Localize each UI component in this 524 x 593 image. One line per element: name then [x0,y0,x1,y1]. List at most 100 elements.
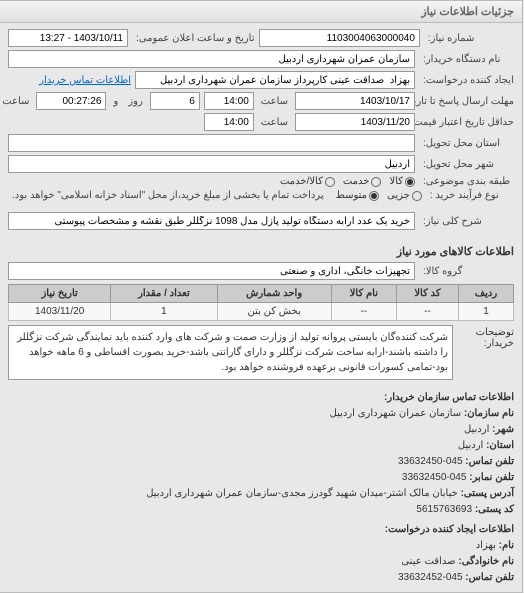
need-number-label: شماره نیاز: [425,33,515,44]
group-label: گروه کالا: [420,266,515,277]
prov-lbl: استان: [487,440,515,451]
countdown-input [37,92,107,110]
radio-minor-label: جزیی [388,190,411,201]
time-label-1: ساعت [259,96,292,107]
radio-medium[interactable]: متوسط [337,190,380,201]
row-delivery-prov: استان محل تحویل: [9,134,515,152]
goods-section-title: اطلاعات کالاهای مورد نیاز [1,239,523,262]
radio-kala[interactable]: کالا [390,176,416,187]
th-unit: واحد شمارش [218,285,332,303]
cell-date: 1403/11/20 [10,303,112,321]
city-lbl: شهر: [493,424,515,435]
radio-medium-label: متوسط [337,190,368,201]
buyer-contact-block: اطلاعات تماس سازمان خریدار: نام سازمان: … [1,384,523,592]
cell-row: 1 [459,303,514,321]
delivery-prov-label: استان محل تحویل: [420,138,515,149]
process-note: پرداخت تمام یا بخشی از مبلغ خرید،از محل … [9,190,325,201]
remaining-label: ساعت باقی مانده [0,96,33,107]
need-title-input[interactable] [9,212,416,230]
ctel-lbl: تلفن تماس: [466,572,515,583]
radio-khedmat[interactable]: خدمت [344,176,383,187]
row-process: نوع فرآیند خرید : جزیی متوسط پرداخت تمام… [9,190,515,201]
and-label: و [111,96,122,107]
cell-name: -- [332,303,397,321]
cell-code: -- [398,303,460,321]
row-validity: حداقل تاریخ اعتبار قیمت: تا تاریخ: ساعت [9,113,515,131]
announce-input[interactable] [9,29,129,47]
th-name: نام کالا [332,285,397,303]
post-lbl: کد پستی: [476,504,515,515]
radio-bullet-icon [372,177,382,187]
device-name-input[interactable] [9,50,416,68]
subject-label: طبقه بندی موضوعی: [420,176,515,187]
deadline-date-input[interactable] [296,92,416,110]
post-val: 5615763693 [417,504,473,515]
table-header-row: ردیف کد کالا نام کالا واحد شمارش تعداد /… [10,285,515,303]
deadline-time-input[interactable] [205,92,255,110]
th-code: کد کالا [398,285,460,303]
row-delivery-city: شهر محل تحویل: [9,155,515,173]
form-area: شماره نیاز: تاریخ و ساعت اعلان عمومی: نا… [1,23,523,239]
lname-val: صداقت عینی [402,556,456,567]
days-input[interactable] [151,92,201,110]
delivery-city-label: شهر محل تحویل: [420,159,515,170]
need-details-panel: جزئیات اطلاعات نیاز شماره نیاز: تاریخ و … [0,0,524,593]
validity-label: حداقل تاریخ اعتبار قیمت: تا تاریخ: [420,117,515,128]
org-name: سازمان عمران شهرداری اردبیل [331,408,463,419]
announce-label: تاریخ و ساعت اعلان عمومی: [133,33,256,44]
fname-val: بهزاد [477,540,497,551]
th-date: تاریخ نیاز [10,285,112,303]
row-deadline: مهلت ارسال پاسخ تا تاریخ: ساعت روز و ساع… [9,92,515,110]
row-need-number: شماره نیاز: تاریخ و ساعت اعلان عمومی: [9,29,515,47]
row-requester: ایجاد کننده درخواست: اطلاعات تماس خریدار [9,71,515,89]
delivery-city-input[interactable] [9,155,416,173]
lname-lbl: نام خانوادگی: [459,556,515,567]
fname-lbl: نام: [500,540,515,551]
fax-val: 045-33632450 [403,472,468,483]
need-number-input[interactable] [260,29,421,47]
panel-header: جزئیات اطلاعات نیاز [1,1,523,23]
cell-unit: بخش کن بتن [218,303,332,321]
fax-lbl: تلفن نمابر: [470,472,515,483]
day-label: روز [126,96,147,107]
process-radio-group: جزیی متوسط [337,190,423,201]
desc-text: شرکت کننده‌گان بایستی پروانه تولید از وز… [9,325,454,380]
radio-bullet-icon [406,177,416,187]
group-input[interactable] [9,262,416,280]
th-qty: تعداد / مقدار [112,285,218,303]
addr-lbl: آدرس پستی: [462,488,515,499]
org-name-lbl: نام سازمان: [465,408,515,419]
goods-table: ردیف کد کالا نام کالا واحد شمارش تعداد /… [9,284,515,321]
table-row[interactable]: 1 -- -- بخش کن بتن 1 1403/11/20 [10,303,515,321]
row-subject: طبقه بندی موضوعی: کالا خدمت کالا/خدمت [9,176,515,187]
radio-minor[interactable]: جزیی [388,190,423,201]
process-label: نوع فرآیند خرید : [427,190,515,201]
contact-section-title: اطلاعات تماس سازمان خریدار: [385,392,515,403]
validity-time-input[interactable] [205,113,255,131]
radio-bullet-icon [370,191,380,201]
row-need-title: شرح کلی نیاز: [9,212,515,230]
validity-date-input[interactable] [296,113,416,131]
row-device-name: نام دستگاه خریدار: [9,50,515,68]
row-group: گروه کالا: [1,262,523,280]
requester-input[interactable] [136,71,416,89]
requester-label: ایجاد کننده درخواست: [420,75,515,86]
contact-link[interactable]: اطلاعات تماس خریدار [40,75,132,86]
creator-section-title: اطلاعات ایجاد کننده درخواست: [386,524,515,535]
radio-bullet-icon [326,177,336,187]
radio-both-label: کالا/خدمت [281,176,324,187]
need-title-label: شرح کلی نیاز: [420,216,515,227]
addr-val: خیابان مالک اشتر-میدان شهید گودرز مجدی-س… [147,488,459,499]
cell-qty: 1 [112,303,218,321]
tel-lbl: تلفن تماس: [466,456,515,467]
desc-block: توضیحات خریدار: شرکت کننده‌گان بایستی پر… [9,325,515,380]
radio-both[interactable]: کالا/خدمت [281,176,336,187]
radio-bullet-icon [413,191,423,201]
prov-val: اردبیل [459,440,484,451]
tel-val: 045-33632450 [399,456,464,467]
ctel-val: 045-33632452 [399,572,464,583]
desc-label: توضیحات خریدار: [460,325,515,380]
radio-kala-label: کالا [390,176,404,187]
delivery-prov-input[interactable] [9,134,416,152]
th-row: ردیف [459,285,514,303]
